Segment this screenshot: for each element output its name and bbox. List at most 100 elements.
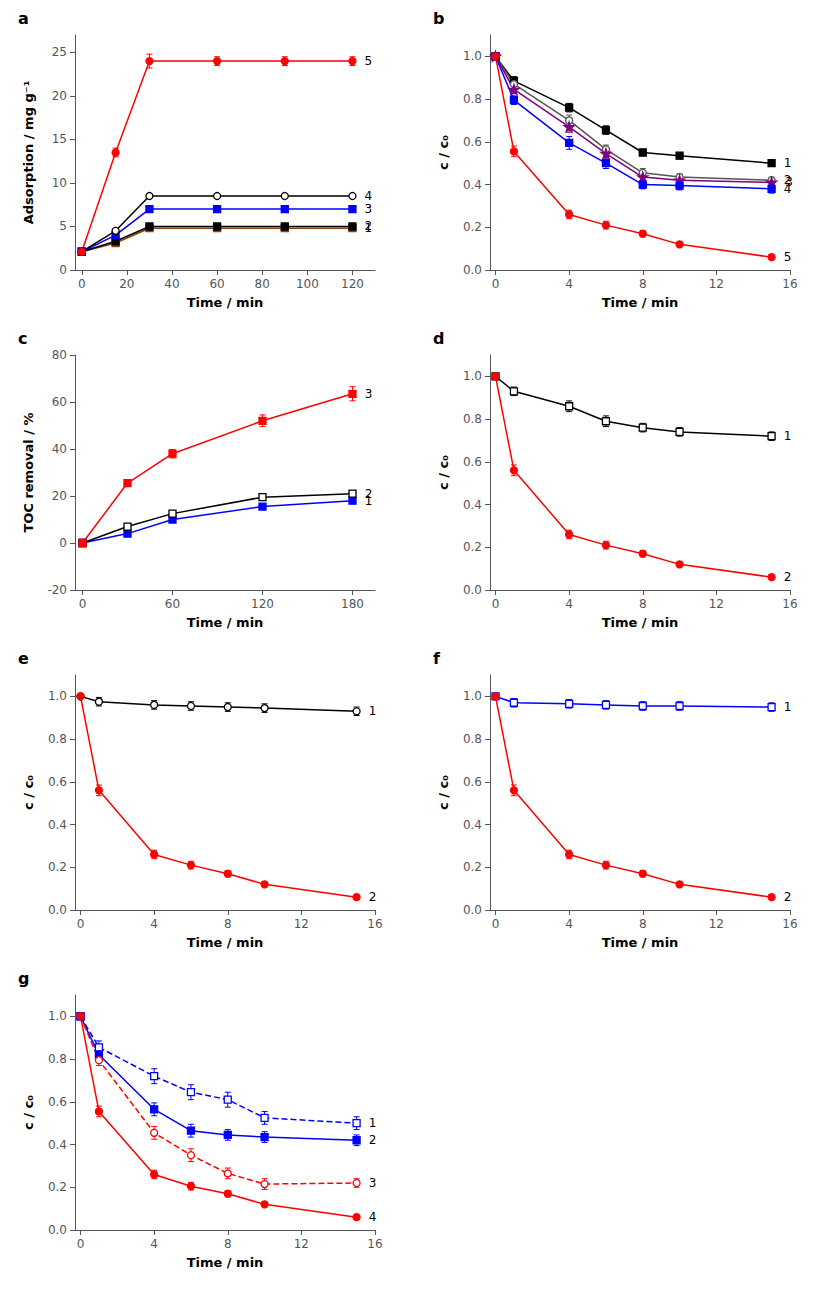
svg-text:4: 4 [565, 597, 573, 611]
svg-text:g: g [18, 969, 29, 988]
svg-text:40: 40 [52, 442, 67, 456]
svg-text:Time / min: Time / min [187, 295, 264, 310]
svg-text:0.8: 0.8 [463, 92, 482, 106]
svg-text:0.6: 0.6 [463, 455, 482, 469]
svg-text:b: b [433, 9, 444, 28]
svg-text:Time / min: Time / min [602, 295, 679, 310]
svg-text:Time / min: Time / min [602, 615, 679, 630]
svg-text:0: 0 [492, 917, 500, 931]
svg-text:12: 12 [294, 917, 309, 931]
svg-text:4: 4 [565, 917, 573, 931]
svg-text:c / c₀: c / c₀ [21, 775, 36, 810]
svg-text:2: 2 [369, 1133, 377, 1147]
svg-text:100: 100 [296, 277, 319, 291]
svg-text:80: 80 [52, 348, 67, 362]
svg-text:1: 1 [784, 156, 792, 170]
svg-text:120: 120 [251, 597, 274, 611]
svg-text:0.0: 0.0 [48, 1223, 67, 1237]
svg-text:8: 8 [639, 597, 647, 611]
svg-text:20: 20 [52, 489, 67, 503]
svg-text:5: 5 [365, 54, 373, 68]
svg-text:5: 5 [784, 250, 792, 264]
svg-text:0: 0 [59, 263, 67, 277]
svg-text:16: 16 [782, 597, 797, 611]
svg-text:1: 1 [784, 429, 792, 443]
svg-text:0.2: 0.2 [463, 220, 482, 234]
svg-text:16: 16 [367, 1237, 382, 1251]
svg-text:2: 2 [365, 219, 373, 233]
svg-text:e: e [18, 649, 29, 668]
svg-text:-20: -20 [47, 583, 67, 597]
svg-text:60: 60 [165, 597, 180, 611]
svg-text:c / c₀: c / c₀ [436, 775, 451, 810]
svg-text:40: 40 [164, 277, 179, 291]
svg-text:0.6: 0.6 [463, 135, 482, 149]
svg-text:0.0: 0.0 [463, 263, 482, 277]
svg-text:0.4: 0.4 [48, 1138, 67, 1152]
svg-text:2: 2 [369, 890, 377, 904]
svg-text:Time / min: Time / min [187, 615, 264, 630]
svg-text:c / c₀: c / c₀ [436, 455, 451, 490]
svg-text:0: 0 [77, 1237, 85, 1251]
svg-text:8: 8 [224, 1237, 232, 1251]
svg-text:f: f [433, 649, 441, 668]
svg-text:1: 1 [784, 700, 792, 714]
svg-text:0: 0 [77, 917, 85, 931]
svg-text:1.0: 1.0 [463, 49, 482, 63]
svg-text:3: 3 [365, 387, 373, 401]
svg-text:0.8: 0.8 [48, 732, 67, 746]
svg-text:Time / min: Time / min [187, 1255, 264, 1270]
svg-text:0.6: 0.6 [463, 775, 482, 789]
svg-text:1.0: 1.0 [48, 689, 67, 703]
svg-text:8: 8 [224, 917, 232, 931]
svg-text:10: 10 [52, 176, 67, 190]
svg-text:8: 8 [639, 277, 647, 291]
svg-text:4: 4 [784, 182, 792, 196]
svg-text:60: 60 [209, 277, 224, 291]
svg-text:180: 180 [341, 597, 364, 611]
svg-text:1.0: 1.0 [48, 1009, 67, 1023]
svg-text:0.6: 0.6 [48, 1095, 67, 1109]
svg-text:3: 3 [369, 1176, 377, 1190]
svg-text:0.8: 0.8 [48, 1052, 67, 1066]
svg-text:0.0: 0.0 [463, 903, 482, 917]
svg-text:2: 2 [784, 890, 792, 904]
svg-text:0: 0 [79, 597, 87, 611]
svg-text:25: 25 [52, 45, 67, 59]
svg-text:4: 4 [369, 1210, 377, 1224]
svg-text:Time / min: Time / min [187, 935, 264, 950]
svg-text:12: 12 [709, 277, 724, 291]
svg-text:16: 16 [782, 277, 797, 291]
svg-text:16: 16 [367, 917, 382, 931]
svg-text:0.8: 0.8 [463, 732, 482, 746]
svg-text:3: 3 [365, 202, 373, 216]
svg-text:4: 4 [150, 917, 158, 931]
svg-text:TOC removal / %: TOC removal / % [21, 412, 36, 532]
svg-text:0.4: 0.4 [463, 818, 482, 832]
svg-text:15: 15 [52, 132, 67, 146]
svg-text:16: 16 [782, 917, 797, 931]
svg-text:5: 5 [59, 219, 67, 233]
svg-text:1.0: 1.0 [463, 689, 482, 703]
svg-text:0.4: 0.4 [463, 178, 482, 192]
svg-text:12: 12 [709, 917, 724, 931]
svg-text:0.2: 0.2 [463, 860, 482, 874]
svg-text:4: 4 [150, 1237, 158, 1251]
svg-text:2: 2 [784, 570, 792, 584]
svg-text:0: 0 [492, 277, 500, 291]
svg-text:1: 1 [369, 1116, 377, 1130]
svg-text:Time / min: Time / min [602, 935, 679, 950]
svg-text:Adsorption / mg g⁻¹: Adsorption / mg g⁻¹ [21, 81, 36, 225]
svg-text:0: 0 [78, 277, 86, 291]
svg-text:120: 120 [341, 277, 364, 291]
svg-text:a: a [18, 9, 29, 28]
svg-text:c / c₀: c / c₀ [21, 1095, 36, 1130]
svg-text:0.4: 0.4 [48, 818, 67, 832]
svg-text:0.0: 0.0 [463, 583, 482, 597]
svg-text:0: 0 [59, 536, 67, 550]
svg-text:0.2: 0.2 [48, 1180, 67, 1194]
svg-text:0.6: 0.6 [48, 775, 67, 789]
svg-text:0.2: 0.2 [48, 860, 67, 874]
svg-text:0: 0 [492, 597, 500, 611]
svg-text:2: 2 [365, 487, 373, 501]
